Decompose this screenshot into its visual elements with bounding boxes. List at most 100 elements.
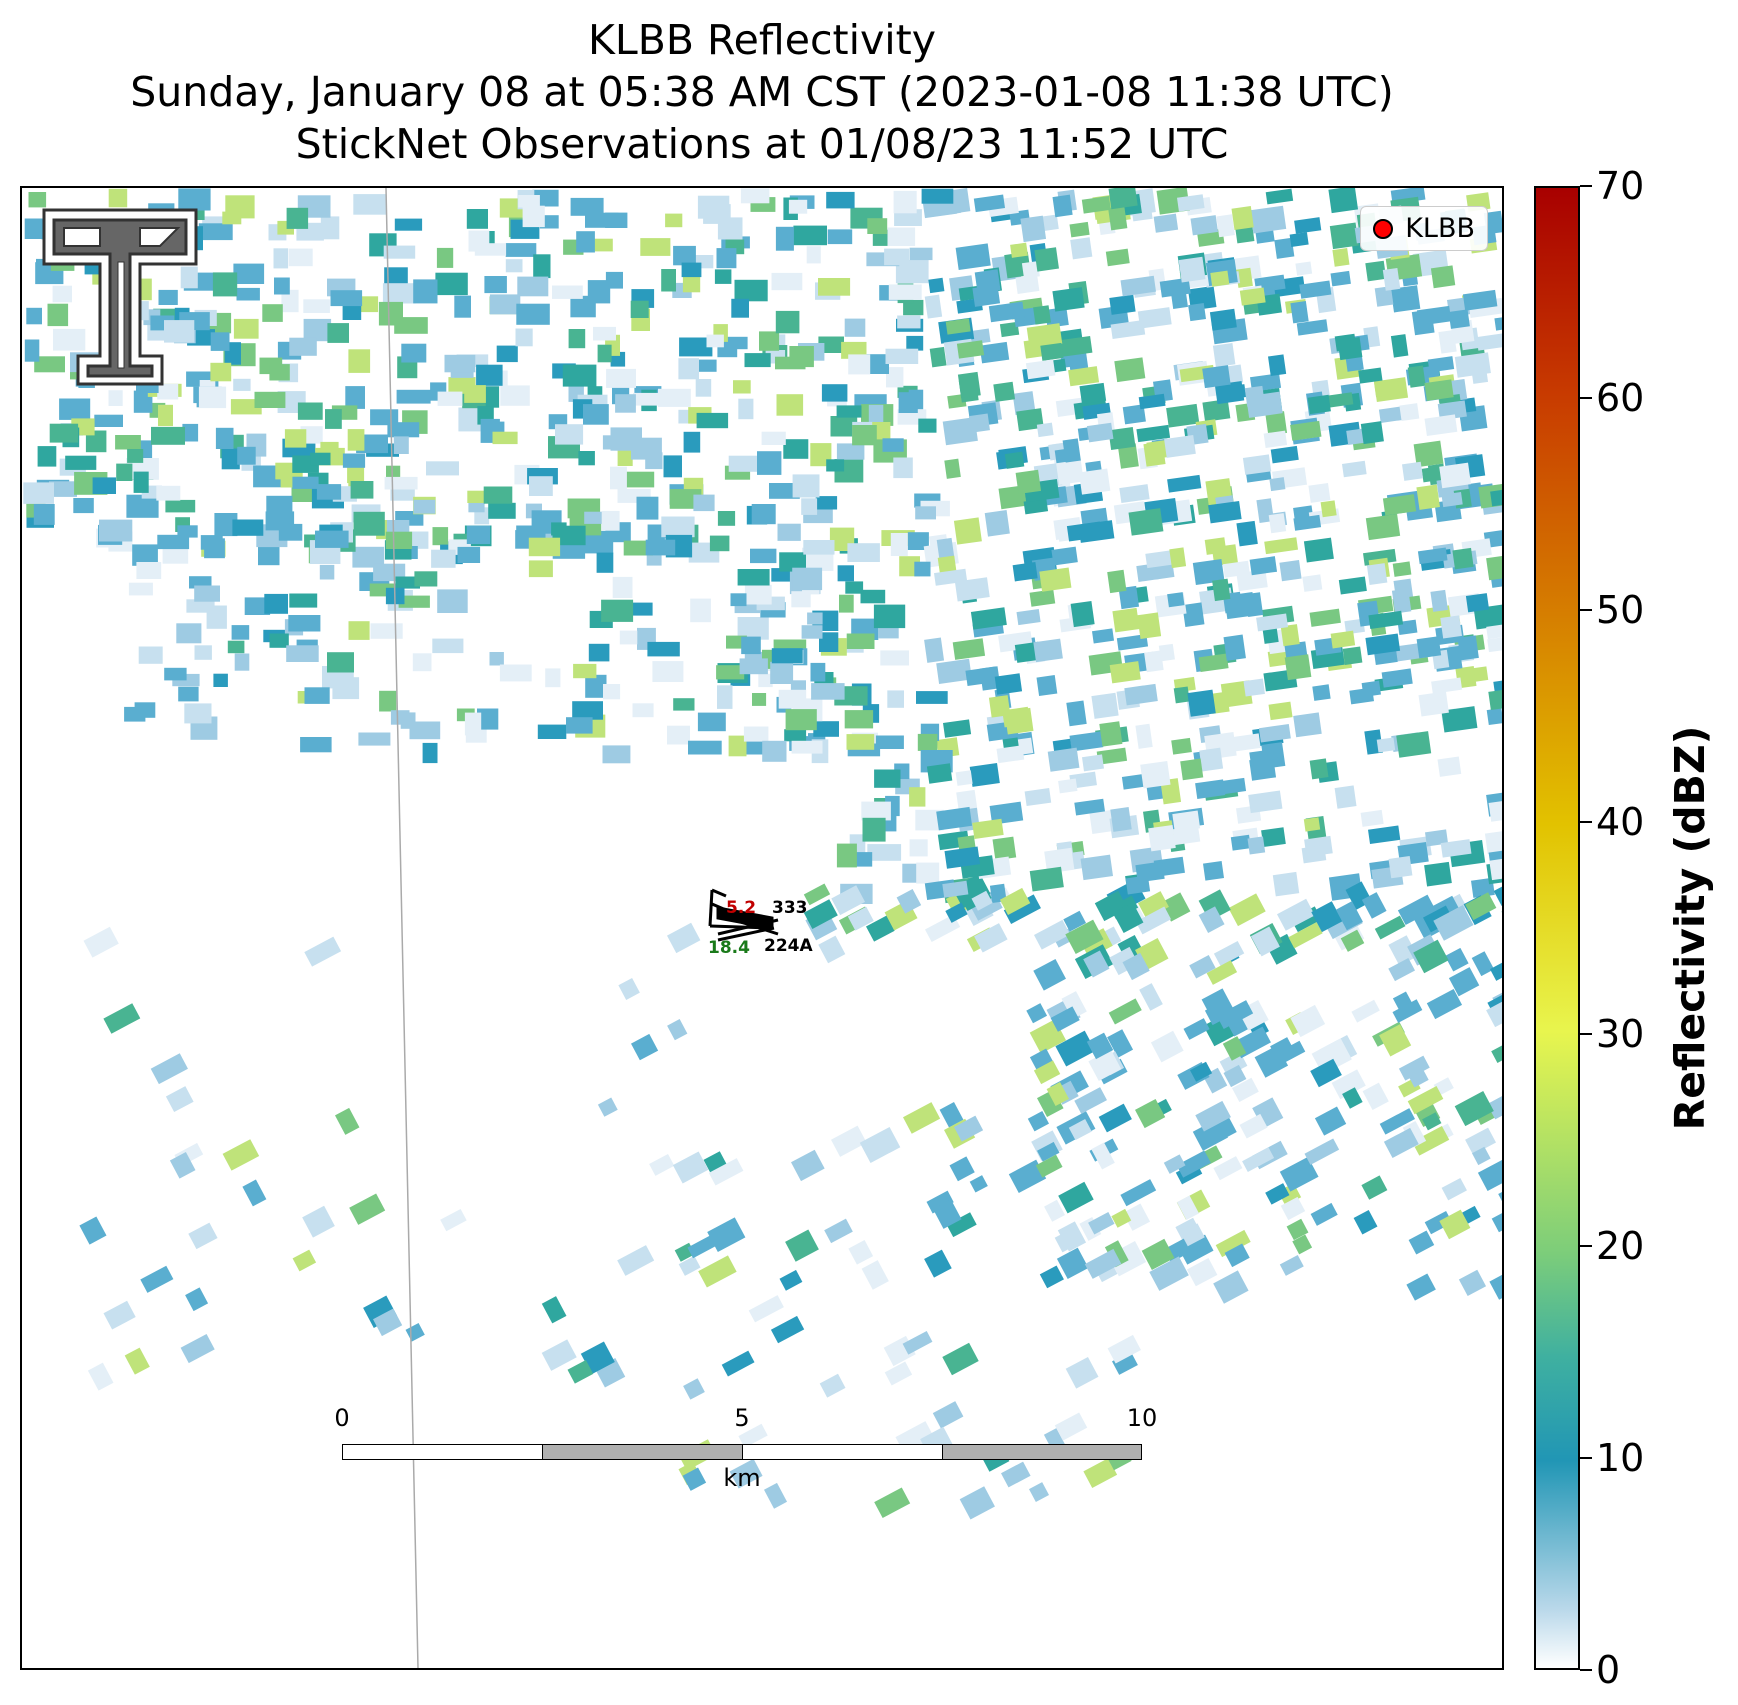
reflectivity-cell (1293, 712, 1322, 738)
reflectivity-cell (289, 337, 317, 356)
reflectivity-cell (1051, 546, 1078, 566)
reflectivity-cell (1055, 1030, 1096, 1067)
reflectivity-cell (1309, 608, 1341, 627)
reflectivity-cell (222, 1139, 260, 1171)
reflectivity-cell (73, 498, 94, 514)
reflectivity-cell (1213, 1156, 1243, 1181)
reflectivity-cell (288, 248, 313, 267)
reflectivity-cell (1202, 860, 1225, 881)
reflectivity-cell (262, 304, 283, 322)
reflectivity-cell (483, 486, 513, 504)
colorbar-tick-label: 40 (1596, 800, 1645, 844)
station-224a-value: 18.4 (708, 938, 750, 958)
reflectivity-cell (1012, 391, 1036, 416)
reflectivity-cell (1177, 194, 1205, 212)
reflectivity-cell (770, 1315, 805, 1344)
reflectivity-cell (1110, 320, 1146, 340)
reflectivity-cell (953, 517, 982, 545)
reflectivity-cell (649, 1153, 675, 1176)
reflectivity-cell (803, 540, 835, 555)
reflectivity-cell (1270, 445, 1299, 464)
reflectivity-cell (108, 390, 123, 406)
reflectivity-cell (327, 323, 349, 343)
reflectivity-cell (304, 687, 330, 704)
reflectivity-cell (1417, 547, 1448, 565)
station-333-value: 5.2 (726, 898, 756, 918)
reflectivity-cell (1128, 508, 1164, 536)
reflectivity-cell (178, 188, 211, 211)
reflectivity-cell (330, 290, 363, 307)
reflectivity-cell (1070, 237, 1093, 260)
reflectivity-cell (1430, 589, 1448, 612)
reflectivity-cell (1230, 834, 1251, 851)
reflectivity-cell (945, 318, 971, 335)
reflectivity-cell (801, 498, 818, 515)
title-line-3: StickNet Observations at 01/08/23 11:52 … (295, 120, 1229, 168)
reflectivity-cell (897, 315, 921, 329)
reflectivity-cell (387, 422, 420, 438)
reflectivity-cell (440, 1208, 467, 1232)
reflectivity-cell (1268, 513, 1287, 534)
scale-tick-10: 10 (1126, 1404, 1158, 1432)
reflectivity-cell (1471, 666, 1489, 682)
reflectivity-cell (1416, 484, 1440, 510)
reflectivity-cell (382, 283, 416, 304)
reflectivity-cell (893, 190, 917, 214)
reflectivity-cell (1280, 624, 1300, 647)
reflectivity-cell (1448, 309, 1470, 329)
reflectivity-cell (1068, 366, 1100, 387)
reflectivity-cell (518, 195, 540, 208)
reflectivity-cell (444, 354, 476, 373)
reflectivity-cell (1198, 906, 1225, 934)
reflectivity-cell (617, 447, 633, 466)
reflectivity-cell (1344, 618, 1365, 635)
reflectivity-cell (1099, 721, 1123, 747)
reflectivity-cell (632, 703, 654, 718)
reflectivity-cell (186, 599, 215, 613)
reflectivity-cell (1476, 333, 1502, 351)
reflectivity-cell (1256, 613, 1289, 632)
reflectivity-cell (1445, 947, 1469, 972)
reflectivity-cell (33, 504, 55, 525)
reflectivity-cell (988, 301, 1025, 323)
reflectivity-cell (1329, 222, 1359, 250)
reflectivity-cell (593, 326, 616, 341)
reflectivity-cell (994, 673, 1023, 695)
reflectivity-cell (353, 194, 387, 215)
reflectivity-cell (885, 348, 919, 364)
reflectivity-cell (310, 452, 331, 466)
reflectivity-cell (1059, 335, 1093, 357)
reflectivity-cell (515, 328, 533, 347)
reflectivity-cell (1180, 1223, 1205, 1247)
reflectivity-cell (92, 477, 116, 494)
reflectivity-cell (1026, 323, 1063, 349)
reflectivity-cell (969, 763, 1000, 787)
reflectivity-cell (791, 740, 823, 754)
reflectivity-cell (665, 213, 683, 228)
reflectivity-cell (952, 873, 991, 909)
reflectivity-cell (813, 721, 839, 737)
reflectivity-cell (681, 262, 702, 278)
reflectivity-cell (1069, 221, 1090, 238)
reflectivity-cell (325, 409, 342, 429)
reflectivity-cell (1293, 514, 1322, 531)
reflectivity-cell (316, 484, 342, 500)
reflectivity-cell (1374, 915, 1406, 940)
radar-map[interactable]: KLBB 5.2 333 18.4 224A (20, 186, 1504, 1670)
reflectivity-cell (47, 303, 69, 327)
reflectivity-cell (358, 732, 391, 746)
colorbar-tick-label: 20 (1596, 1224, 1645, 1268)
reflectivity-cell (289, 593, 318, 608)
reflectivity-cell (744, 584, 772, 605)
reflectivity-cell (785, 709, 817, 731)
scale-bar: 0 5 10 km (334, 1404, 1157, 1494)
reflectivity-cell (128, 582, 153, 596)
reflectivity-cell (1054, 1412, 1088, 1441)
map-title: KLBB Reflectivity Sunday, January 08 at … (0, 14, 1524, 170)
reflectivity-cell (1021, 261, 1040, 279)
reflectivity-cell (999, 321, 1020, 338)
scale-segment-3 (742, 1444, 943, 1460)
reflectivity-cell (1026, 1003, 1048, 1024)
reflectivity-cell (605, 271, 623, 289)
reflectivity-cell (1029, 589, 1056, 607)
